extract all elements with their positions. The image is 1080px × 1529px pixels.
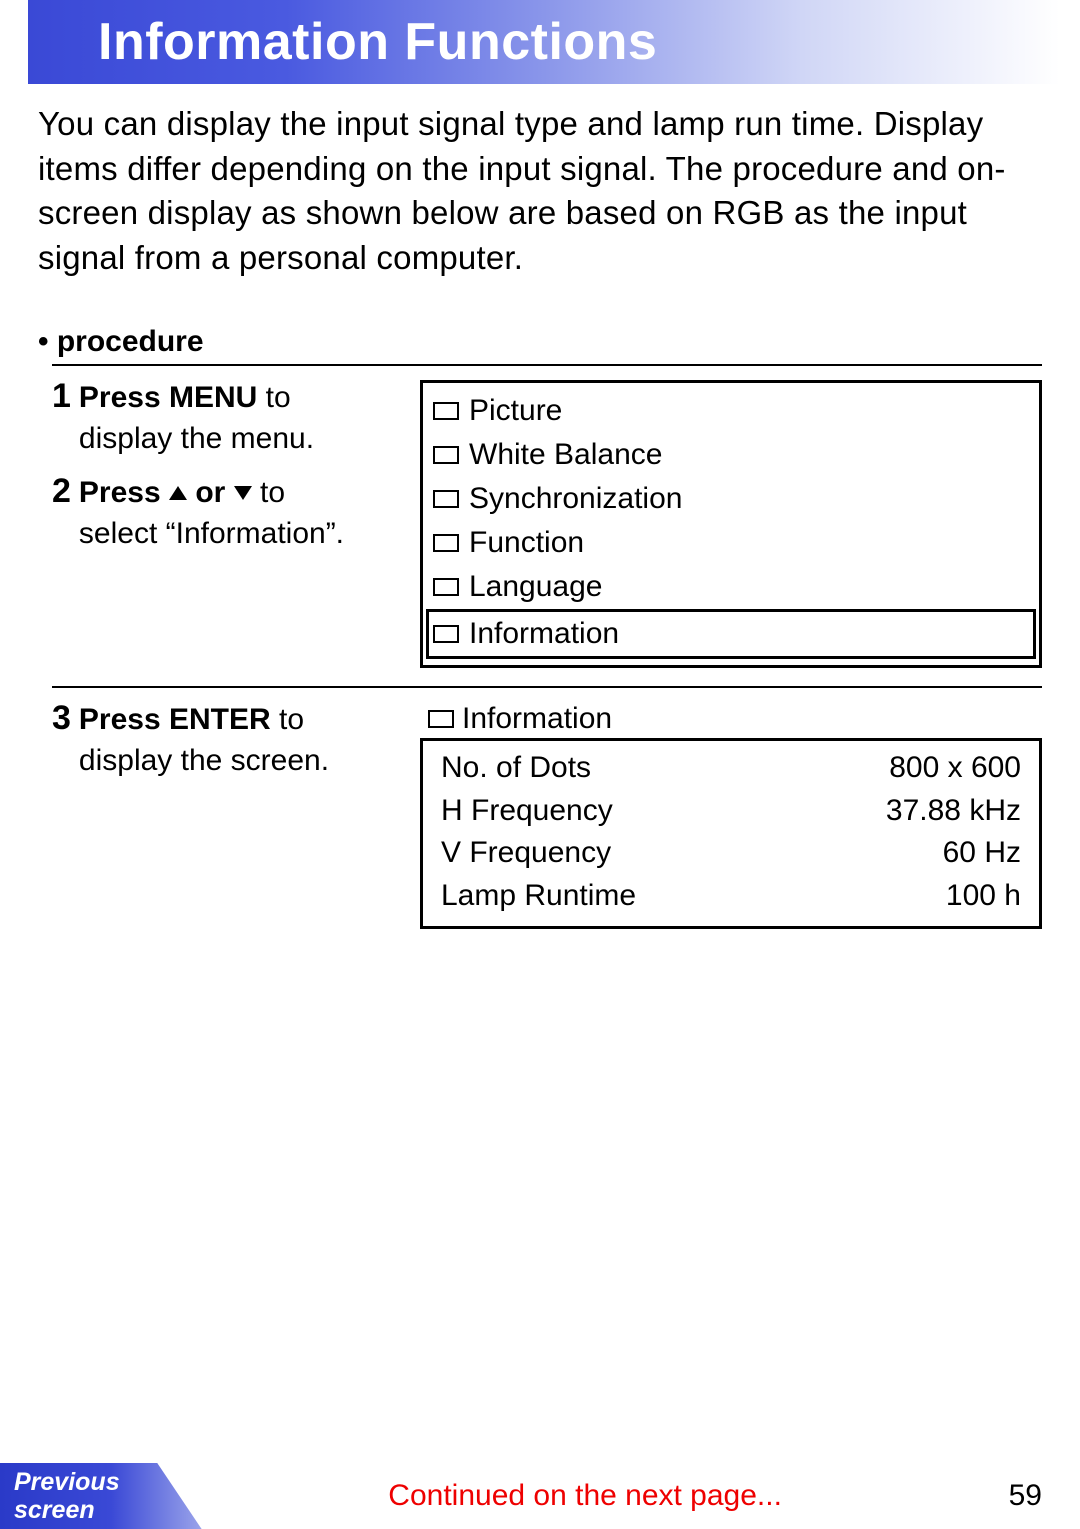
step-number: 1 — [52, 378, 71, 459]
info-value: 37.88 kHz — [841, 790, 1021, 833]
box-icon — [433, 490, 459, 508]
step-bold: Press — [79, 476, 169, 509]
step-2: 2 Press or to select “Information”. — [52, 473, 402, 554]
info-value: 100 h — [841, 875, 1021, 918]
previous-screen-button[interactable]: Previous screen — [0, 1463, 202, 1529]
step-text: select “Information”. — [79, 517, 344, 550]
menu-item: White Balance — [433, 433, 1029, 477]
display-column-1: PictureWhite BalanceSynchronizationFunct… — [420, 374, 1042, 668]
menu-item-label: White Balance — [469, 434, 662, 476]
box-icon — [428, 710, 454, 728]
step-body: Press or to select “Information”. — [79, 473, 402, 554]
menu-item-label: Function — [469, 522, 584, 564]
display-column-2: Information No. of Dots800 x 600H Freque… — [420, 696, 1042, 928]
menu-item-label: Language — [469, 566, 602, 608]
page-title: Information Functions — [98, 12, 1060, 72]
step-text: display the menu. — [79, 422, 314, 455]
step-bold: Press MENU — [79, 381, 257, 414]
step-text: to — [257, 381, 290, 414]
info-value: 800 x 600 — [841, 747, 1021, 790]
info-label: H Frequency — [441, 790, 613, 833]
prev-label-1: Previous — [14, 1468, 120, 1496]
step-3: 3 Press ENTER to display the screen. — [52, 700, 402, 781]
info-header: Information — [420, 702, 1042, 741]
info-row: Lamp Runtime 100 h — [441, 875, 1021, 918]
page-number: 59 — [1009, 1479, 1080, 1513]
procedure-section-2: 3 Press ENTER to display the screen. Inf… — [52, 686, 1042, 946]
steps-column-2: 3 Press ENTER to display the screen. — [52, 696, 402, 928]
info-display: No. of Dots 800 x 600 H Frequency 37.88 kHz… — [420, 741, 1042, 928]
box-icon — [433, 625, 459, 643]
menu-item: Function — [433, 521, 1029, 565]
step-text: display the screen. — [79, 744, 329, 777]
steps-column-1: 1 Press MENU to display the menu. 2 Pres… — [52, 374, 402, 668]
info-label: Lamp Runtime — [441, 875, 636, 918]
menu-item: Information — [426, 609, 1036, 659]
step-body: Press MENU to display the menu. — [79, 378, 402, 459]
prev-label-2: screen — [14, 1496, 95, 1524]
step-1: 1 Press MENU to display the menu. — [52, 378, 402, 459]
info-row: No. of Dots 800 x 600 — [441, 747, 1021, 790]
info-label: No. of Dots — [441, 747, 591, 790]
info-label: V Frequency — [441, 832, 611, 875]
title-bar: Information Functions — [28, 0, 1060, 84]
footer: Previous screen Continued on the next pa… — [0, 1463, 1080, 1529]
info-row: V Frequency 60 Hz — [441, 832, 1021, 875]
down-arrow-icon — [234, 486, 252, 500]
menu-item: Picture — [433, 389, 1029, 433]
menu-item-label: Synchronization — [469, 478, 682, 520]
menu-item-label: Picture — [469, 390, 562, 432]
step-number: 3 — [52, 700, 71, 781]
box-icon — [433, 446, 459, 464]
menu-item: Language — [433, 565, 1029, 609]
menu-item-label: Information — [469, 613, 619, 655]
procedure-section-1: 1 Press MENU to display the menu. 2 Pres… — [52, 364, 1042, 686]
info-row: H Frequency 37.88 kHz — [441, 790, 1021, 833]
step-body: Press ENTER to display the screen. — [79, 700, 402, 781]
procedure-label: • procedure — [0, 280, 1080, 364]
menu-display: PictureWhite BalanceSynchronizationFunct… — [420, 380, 1042, 668]
box-icon — [433, 578, 459, 596]
box-icon — [433, 534, 459, 552]
step-bold: Press ENTER — [79, 703, 271, 736]
info-heading: Information — [462, 702, 612, 736]
intro-paragraph: You can display the input signal type an… — [0, 102, 1080, 280]
up-arrow-icon — [169, 486, 187, 500]
menu-item: Synchronization — [433, 477, 1029, 521]
step-bold: or — [187, 476, 234, 509]
step-number: 2 — [52, 473, 71, 554]
info-value: 60 Hz — [841, 832, 1021, 875]
continued-text: Continued on the next page... — [202, 1479, 1009, 1513]
step-text: to — [271, 703, 304, 736]
step-text: to — [252, 476, 285, 509]
box-icon — [433, 402, 459, 420]
